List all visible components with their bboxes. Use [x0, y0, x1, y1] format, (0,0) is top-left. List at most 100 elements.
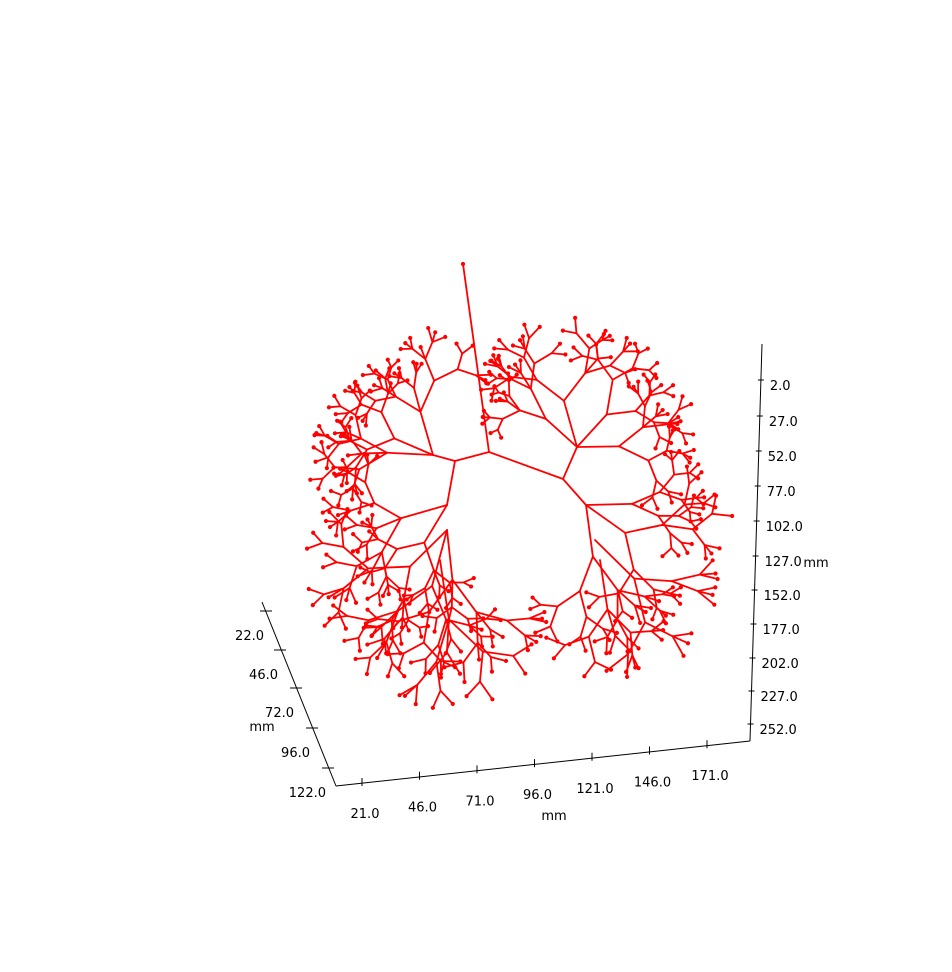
airway-branch — [688, 471, 703, 485]
branch-node — [365, 452, 370, 457]
airway-branch — [622, 337, 628, 353]
airway-branch — [587, 635, 596, 663]
airway-branch — [703, 544, 707, 560]
branch-node — [327, 616, 332, 621]
branch-node — [363, 423, 368, 428]
branch-node — [427, 670, 432, 676]
branch-node — [324, 552, 329, 557]
branch-node — [703, 556, 708, 561]
airway-branch — [423, 504, 448, 544]
branch-node — [689, 541, 694, 547]
branch-node — [665, 411, 670, 417]
airway-branch — [427, 327, 434, 343]
branch-node — [339, 483, 344, 488]
branch-node — [680, 394, 685, 399]
branch-node — [457, 671, 463, 676]
branch-node — [688, 402, 694, 407]
airway-branch — [346, 452, 363, 468]
branch-node — [342, 527, 347, 532]
branch-node — [659, 382, 664, 388]
airway-branch — [691, 512, 713, 531]
branch-node — [712, 602, 717, 607]
airway-branch — [658, 491, 683, 501]
airway-branch — [337, 437, 362, 445]
airway-branch — [677, 514, 692, 523]
airway-branch — [334, 472, 351, 477]
branch-node — [683, 441, 689, 446]
airway-branch — [421, 615, 438, 619]
airway-branch — [397, 585, 433, 612]
airway-branch — [626, 636, 640, 650]
airway-branch — [419, 410, 434, 456]
airway-branch — [342, 567, 370, 590]
airway-branch — [394, 395, 422, 413]
airway-branch — [377, 618, 400, 623]
branch-node — [402, 674, 407, 679]
airway-branch — [380, 411, 396, 440]
airway-branch — [512, 654, 527, 675]
branch-node — [343, 388, 348, 393]
branch-node — [607, 650, 613, 655]
branch-node — [338, 466, 343, 471]
airway-branch — [686, 465, 691, 485]
branch-node — [398, 597, 403, 602]
branch-node — [369, 633, 375, 638]
airway-branch — [496, 417, 504, 431]
airway-branch — [407, 619, 421, 629]
branch-node — [542, 609, 547, 615]
airway-branch — [340, 523, 345, 548]
airway-branch — [658, 473, 676, 493]
branch-node — [360, 520, 365, 525]
branch-node — [497, 338, 502, 343]
airway-branch — [643, 595, 660, 603]
branch-node — [487, 369, 492, 375]
branch-node — [670, 383, 676, 388]
branch-node — [326, 595, 331, 600]
branch-node — [363, 621, 368, 626]
airway-branch — [545, 636, 566, 646]
airway-branch — [665, 436, 671, 452]
airway-branch — [399, 619, 410, 635]
branch-node — [538, 634, 543, 639]
branch-node — [357, 648, 362, 653]
airway-branch — [446, 651, 461, 675]
airway-branch — [366, 638, 386, 646]
airway-branch — [650, 630, 663, 641]
z-tick-label: 252.0 — [760, 723, 797, 738]
y-tick-label: 122.0 — [289, 786, 326, 801]
branch-node — [671, 612, 676, 617]
airway-branch — [591, 555, 619, 592]
branch-node — [489, 392, 494, 397]
airway-branch — [348, 587, 357, 604]
branch-node — [520, 334, 525, 339]
branch-node — [306, 586, 311, 592]
airway-branch — [631, 491, 661, 505]
airway-branch — [468, 624, 483, 631]
airway-branch — [479, 680, 494, 701]
airway-branch — [390, 598, 405, 622]
branch-node — [355, 549, 360, 554]
branch-node — [604, 651, 609, 656]
branch-node — [709, 551, 714, 556]
branch-node — [326, 405, 332, 410]
branch-node — [582, 674, 587, 679]
branch-node — [529, 642, 534, 647]
branch-node — [490, 697, 495, 702]
airway-branch — [322, 497, 334, 508]
branch-node — [523, 671, 528, 676]
branch-node — [670, 428, 675, 433]
branch-node — [311, 445, 316, 450]
branch-node — [353, 379, 358, 384]
branch-node — [655, 360, 660, 366]
airway-branch — [523, 347, 536, 365]
branch-node — [586, 333, 591, 338]
airway-branch — [365, 399, 377, 415]
branch-node — [408, 335, 413, 341]
branch-node — [551, 656, 556, 661]
branch-node — [671, 393, 676, 399]
airway-branch — [306, 542, 324, 550]
airway-branch — [563, 399, 578, 448]
branch-node — [483, 378, 488, 383]
airway-branch — [644, 621, 674, 638]
airway-branch — [416, 660, 438, 686]
